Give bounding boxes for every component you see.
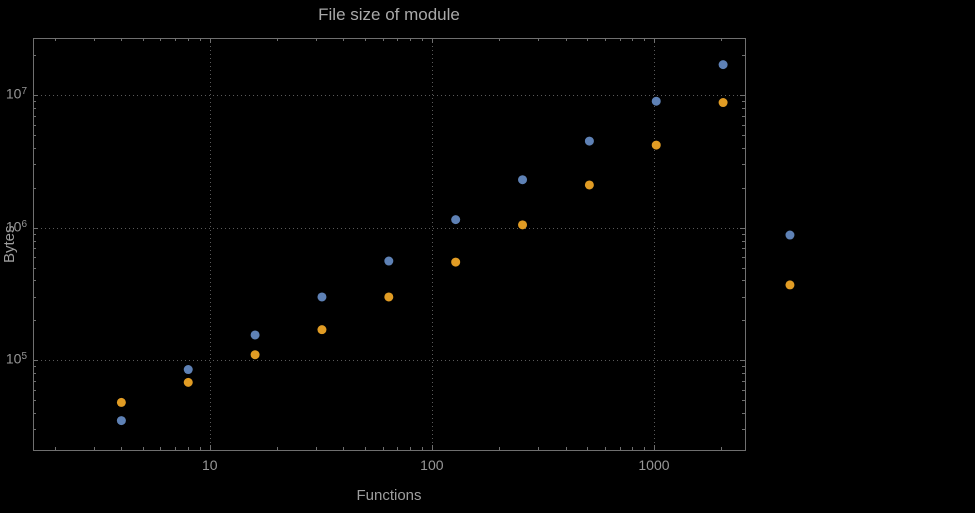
data-point-series-2-orange — [250, 350, 260, 360]
data-point-series-1-blue — [518, 175, 528, 185]
data-point-series-2-orange — [384, 292, 394, 302]
data-point-series-2-orange — [785, 280, 795, 290]
data-point-series-1-blue — [584, 136, 594, 146]
chart-title: File size of module — [318, 5, 460, 24]
y-tick-label: 107 — [5, 85, 27, 102]
data-point-series-1-blue — [785, 230, 795, 240]
plot-frame — [33, 38, 746, 451]
data-point-series-2-orange — [518, 220, 528, 230]
y-tick-label: 106 — [5, 218, 27, 235]
data-point-series-2-orange — [651, 140, 661, 150]
data-point-series-2-orange — [451, 257, 461, 267]
data-point-series-2-orange — [183, 377, 193, 387]
data-point-series-2-orange — [584, 180, 594, 190]
x-tick-label: 100 — [420, 457, 444, 473]
data-point-series-1-blue — [183, 365, 193, 375]
data-point-series-2-orange — [317, 325, 327, 335]
data-point-series-1-blue — [317, 292, 327, 302]
x-tick-label: 1000 — [638, 457, 670, 473]
data-point-series-2-orange — [718, 98, 728, 108]
data-point-series-1-blue — [451, 215, 461, 225]
x-axis-label: Functions — [356, 487, 422, 504]
y-tick-label: 105 — [5, 350, 27, 367]
data-point-series-1-blue — [384, 256, 394, 266]
data-point-series-1-blue — [250, 330, 260, 340]
x-tick-label: 10 — [201, 457, 218, 473]
data-point-series-1-blue — [651, 96, 661, 106]
data-point-series-2-orange — [116, 397, 126, 407]
data-point-series-1-blue — [718, 60, 728, 70]
data-point-series-1-blue — [116, 416, 126, 426]
